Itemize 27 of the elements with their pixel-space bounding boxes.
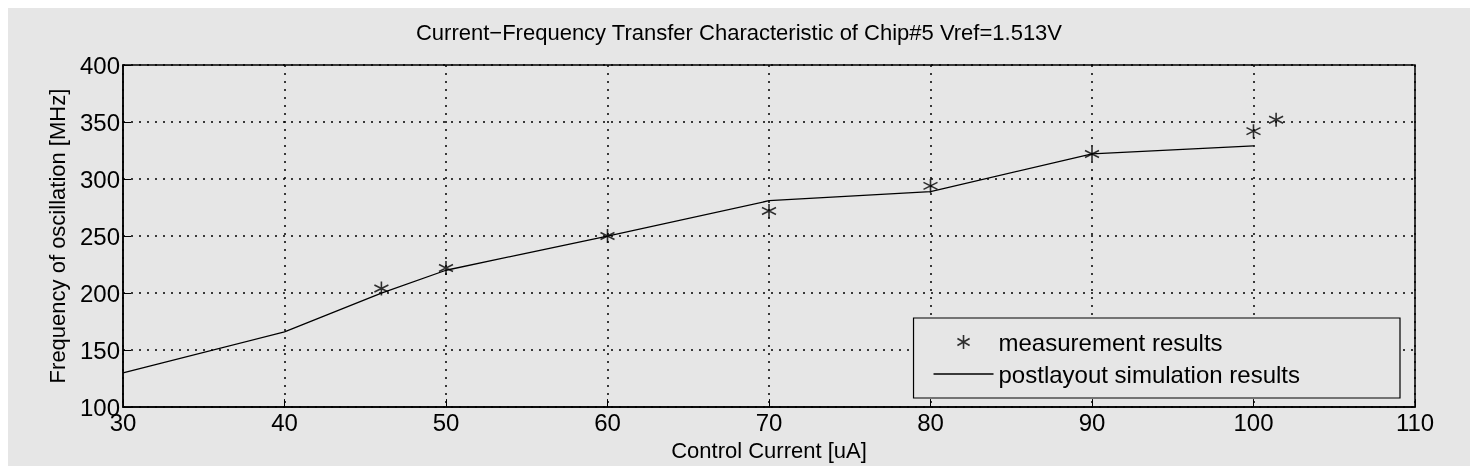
- legend-label: measurement results: [998, 328, 1223, 356]
- x-tick-label: 70: [755, 408, 783, 436]
- point: [599, 228, 616, 244]
- point: [922, 178, 939, 194]
- x-tick-label: 80: [917, 408, 944, 436]
- y-axis-title: Frequency of oscillation [MHz]: [44, 88, 70, 384]
- point: [761, 203, 777, 219]
- point: [1245, 123, 1262, 139]
- chart-title: Current−Frequency Transfer Characteristic of Chip#5 Vref=1.513V: [415, 19, 1063, 45]
- point: [438, 260, 454, 276]
- y-tick-label: 150: [79, 336, 120, 364]
- y-tick-label: 350: [79, 108, 120, 136]
- x-tick-label: 50: [432, 408, 460, 436]
- y-tick-label: 400: [79, 51, 120, 79]
- y-tick-label: 200: [79, 279, 120, 307]
- legend-label: postlayout simulation results: [998, 360, 1301, 388]
- y-tick-label: 250: [79, 222, 120, 250]
- y-tick-label: 300: [79, 165, 120, 193]
- x-axis-title: Control Current [uA]: [671, 437, 867, 463]
- x-tick-label: 90: [1078, 408, 1106, 436]
- x-tick-label: 40: [271, 408, 298, 436]
- x-tick-label: 100: [1233, 408, 1274, 436]
- point: [1084, 146, 1100, 162]
- x-tick-label: 60: [594, 408, 621, 436]
- point: [1268, 111, 1284, 128]
- x-tick-label: 110: [1395, 408, 1435, 436]
- point: [373, 280, 390, 297]
